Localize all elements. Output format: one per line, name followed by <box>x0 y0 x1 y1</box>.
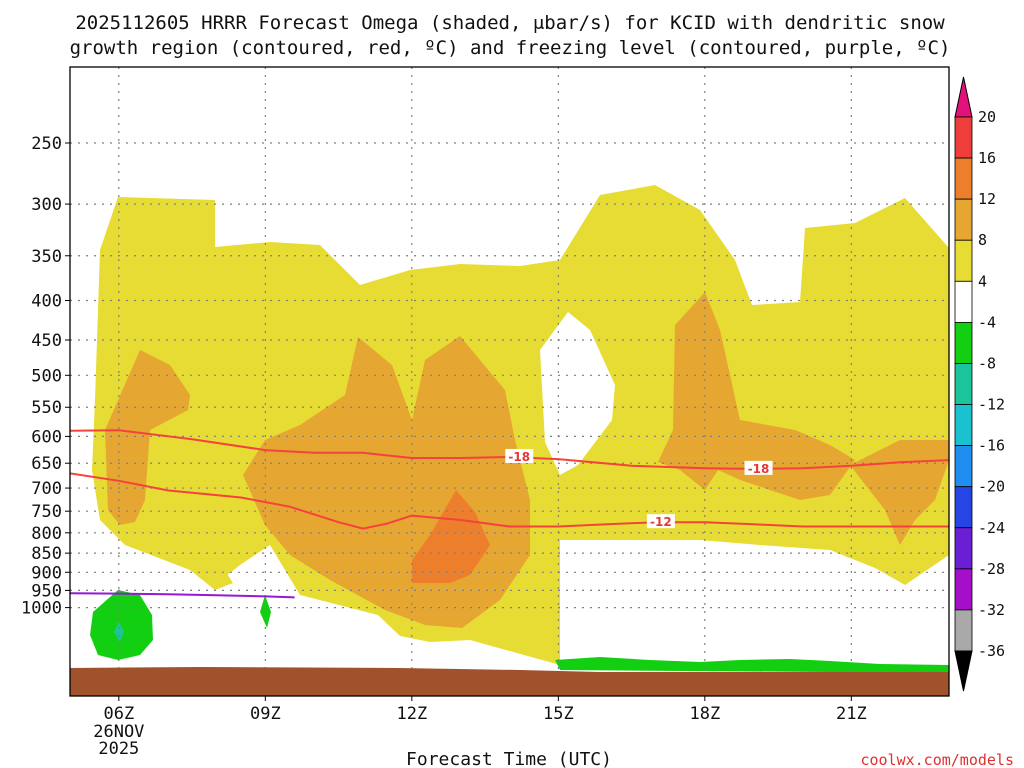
y-tick-label-750: 750 <box>31 502 62 522</box>
colorbar-label--28: -28 <box>978 560 1005 578</box>
omega-region-yellow-tab <box>190 560 233 590</box>
colorbar-label--36: -36 <box>978 642 1005 660</box>
colorbar-label-20: 20 <box>978 108 996 126</box>
colorbar-bottom-arrow <box>954 650 973 692</box>
y-tick-label-850: 850 <box>31 544 62 564</box>
x-tick-label-09Z: 09Z <box>250 704 281 724</box>
y-tick-label-300: 300 <box>31 195 62 215</box>
contour-lines: -18 -18 -12 <box>70 429 949 599</box>
colorbar-label-12: 12 <box>978 190 996 208</box>
terrain-ground <box>70 667 949 696</box>
plot-area: -18 -18 -12 <box>70 67 949 696</box>
y-tick-label-350: 350 <box>31 247 62 267</box>
colorbar-swatch-4 <box>954 280 973 323</box>
y-tick-label-600: 600 <box>31 427 62 447</box>
x-tick-label-18Z: 18Z <box>689 704 720 724</box>
colorbar-swatch-7 <box>954 404 973 447</box>
colorbar-swatch-5 <box>954 321 973 364</box>
omega-region-green-surface <box>555 657 949 673</box>
omega-region-teal-06z <box>114 622 124 642</box>
contour-label-bg <box>505 448 534 463</box>
y-tick-label-950: 950 <box>31 581 62 601</box>
colorbar-label--8: -8 <box>978 354 996 372</box>
x-tick-sublabel-26NOV: 26NOV <box>93 722 144 742</box>
colorbar-swatch-0 <box>954 116 973 159</box>
colorbar-swatch-9 <box>954 486 973 529</box>
contour-label-bg <box>744 460 773 475</box>
credit-link[interactable]: coolwx.com/models <box>860 751 1014 768</box>
contour-freezing-level-0 <box>70 592 295 599</box>
y-tick-label-500: 500 <box>31 366 62 386</box>
y-tick-label-700: 700 <box>31 479 62 499</box>
contour-label--18: -18 <box>748 462 770 476</box>
y-tick-label-800: 800 <box>31 524 62 544</box>
contour-label--12: -12 <box>650 515 672 529</box>
x-tick-label-12Z: 12Z <box>396 704 427 724</box>
colorbar-label--4: -4 <box>978 313 996 331</box>
colorbar-swatch-1 <box>954 157 973 200</box>
colorbar-top-arrow <box>954 76 973 118</box>
colorbar-swatch-11 <box>954 568 973 611</box>
colorbar-label-8: 8 <box>978 231 987 249</box>
colorbar-label--12: -12 <box>978 396 1005 414</box>
grid-lines <box>70 67 949 696</box>
colorbar-swatch-10 <box>954 527 973 570</box>
x-tick-label-06Z: 06Z <box>103 704 134 724</box>
omega-region-yellow-right <box>700 540 949 585</box>
y-tick-label-550: 550 <box>31 398 62 418</box>
chart-title-line2: growth region (contoured, red, ºC) and f… <box>70 37 951 59</box>
y-tick-label-650: 650 <box>31 454 62 474</box>
x-tick-label-21Z: 21Z <box>836 704 867 724</box>
omega-region-orange-right2 <box>850 440 949 545</box>
omega-region-orange-right1 <box>658 292 855 500</box>
contour-dendritic-growth--12 <box>70 472 949 530</box>
colorbar-swatch-8 <box>954 445 973 488</box>
colorbar-label--24: -24 <box>978 519 1005 537</box>
omega-region-orange-core <box>412 490 490 583</box>
y-tick-label-900: 900 <box>31 563 62 583</box>
contour-label-bg <box>646 514 675 529</box>
colorbar-label--32: -32 <box>978 601 1005 619</box>
chart-title-line1: 2025112605 HRRR Forecast Omega (shaded, … <box>75 12 945 34</box>
colorbar-swatch-12 <box>954 609 973 652</box>
omega-hole-15z <box>540 312 615 475</box>
colorbar-label-16: 16 <box>978 149 996 167</box>
x-tick-sublabel-2025: 2025 <box>98 739 139 759</box>
colorbar-swatch-6 <box>954 363 973 405</box>
colorbar-swatch-2 <box>954 198 973 241</box>
x-tick-label-15Z: 15Z <box>543 704 574 724</box>
y-tick-label-1000: 1000 <box>21 599 62 619</box>
y-tick-label-400: 400 <box>31 292 62 312</box>
y-tick-label-450: 450 <box>31 331 62 351</box>
y-tick-label-250: 250 <box>31 134 62 154</box>
colorbar-label-4: 4 <box>978 272 987 290</box>
colorbar-label--20: -20 <box>978 478 1005 496</box>
colorbar-swatch-3 <box>954 239 973 282</box>
x-axis-label: Forecast Time (UTC) <box>406 749 612 768</box>
plot-frame <box>69 66 950 697</box>
contour-label--18: -18 <box>508 450 530 464</box>
colorbar: 20 16 12 8 4 -4 -8 -12 -16 -20 -24 -28 -32 -36 <box>954 76 1005 692</box>
y-axis: 2503003504004505005506006507007508008509… <box>21 134 70 619</box>
omega-region-green-06z <box>90 590 153 660</box>
colorbar-label--16: -16 <box>978 437 1005 455</box>
